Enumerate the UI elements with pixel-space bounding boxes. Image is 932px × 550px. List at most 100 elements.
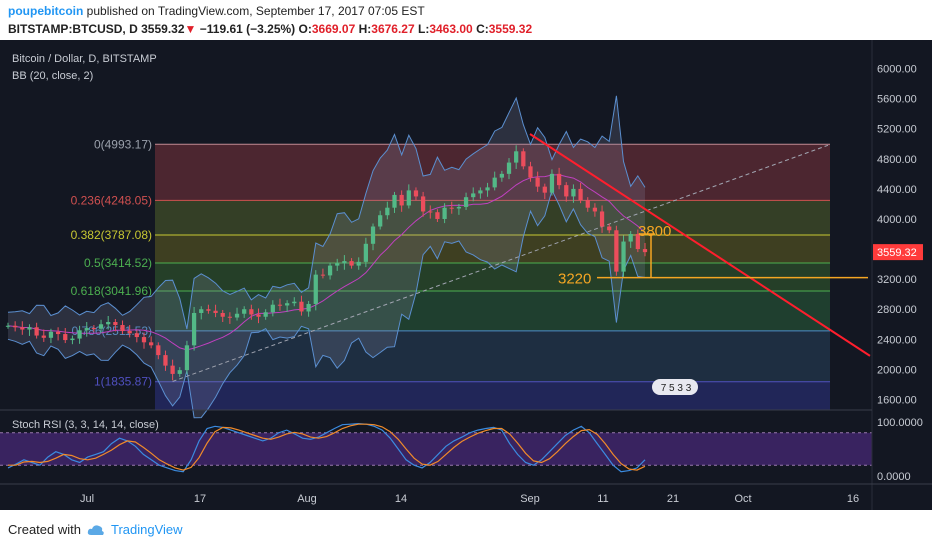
stoch-rsi-label: Stoch RSI (3, 3, 14, 14, close): [12, 419, 159, 431]
event-badge[interactable]: 7 5 3 3: [652, 379, 698, 395]
candle: [456, 206, 462, 209]
candle: [41, 335, 46, 338]
fib-zone: [155, 291, 830, 331]
time-tick-label: Aug: [297, 493, 317, 505]
chart-frame[interactable]: 0(4993.17) 0.236(4248.05) 0.382(3787.08) 0.…: [0, 40, 932, 510]
bollinger-basis: [7, 174, 646, 351]
candle: [234, 313, 240, 318]
candle: [91, 328, 97, 330]
price-pane[interactable]: 0(4993.17) 0.236(4248.05) 0.382(3787.08) 0.…: [5, 95, 871, 419]
publish-info: published on TradingView.com, September …: [86, 4, 425, 18]
price-tick-label: 2000.00: [877, 364, 917, 376]
candle: [213, 310, 218, 313]
candle: [199, 309, 204, 313]
high-label: H:: [358, 22, 372, 36]
candle: [514, 151, 519, 163]
candle: [463, 197, 469, 207]
candle: [521, 151, 526, 167]
publish-line: poupebitcoin published on TradingView.co…: [8, 4, 425, 18]
candle: [628, 234, 633, 242]
fib-level-label: 0(4993.17): [94, 137, 152, 151]
candle: [70, 338, 75, 341]
footer: Created with TradingView: [8, 522, 183, 537]
candle: [342, 261, 347, 264]
time-tick-label: 17: [194, 493, 206, 505]
bollinger-band-fill: [8, 95, 645, 418]
time-tick-label: 11: [597, 493, 608, 505]
author-link[interactable]: poupebitcoin: [8, 4, 84, 18]
candle: [370, 226, 376, 244]
candle: [549, 173, 555, 193]
candle: [378, 215, 383, 227]
candle: [478, 190, 483, 194]
candle: [542, 186, 547, 193]
bollinger-lower: [7, 188, 646, 419]
candle: [421, 196, 426, 212]
fib-level-label: 0.618(3041.96): [71, 284, 152, 298]
candle: [191, 312, 197, 346]
fib-level-label: 0.382(3787.08): [71, 228, 152, 242]
candle: [113, 322, 118, 326]
downtrend-line[interactable]: [529, 133, 871, 357]
fib-zone: [155, 381, 830, 410]
candle: [578, 188, 583, 201]
fib-zone: [155, 234, 830, 264]
symbol-line: BITSTAMP:BTCUSD, D 3559.32▼ −119.61 (−3.…: [8, 22, 532, 36]
time-tick-label: Oct: [734, 493, 751, 505]
bb-indicator-label: BB (20, close, 2): [12, 70, 93, 82]
candle: [184, 345, 190, 371]
candle: [120, 325, 125, 332]
candle: [149, 342, 154, 346]
candle: [320, 274, 326, 276]
axes: 6000.00 5600.00 5200.00 4800.00 4400.00 4000.…: [0, 40, 932, 510]
candle: [292, 301, 297, 304]
last-price-badge: [873, 244, 923, 261]
event-badge-bg: [652, 379, 698, 395]
candle: [599, 211, 605, 227]
fib-level-label: 0.236(4248.05): [71, 193, 152, 207]
candle: [428, 211, 433, 213]
candle: [435, 212, 440, 219]
candle: [442, 207, 447, 219]
time-tick-label: Sep: [520, 493, 540, 505]
candle: [528, 166, 533, 178]
price-tick-label: 5200.00: [877, 124, 917, 136]
fib-zone: [155, 330, 830, 382]
candle: [242, 309, 247, 314]
price-tick-label: 2800.00: [877, 304, 917, 316]
candle: [399, 194, 404, 206]
candle: [141, 337, 147, 343]
candle: [127, 331, 132, 334]
candle: [299, 301, 304, 312]
stoch-rsi-pane[interactable]: [0, 422, 872, 473]
candle: [48, 331, 54, 338]
candle: [34, 327, 39, 336]
candle: [471, 193, 476, 198]
price-tick-label: 4800.00: [877, 154, 917, 166]
chart-title: Bitcoin / Dollar, D, BITSTAMP: [12, 53, 157, 65]
candle: [335, 263, 340, 266]
tradingview-brand[interactable]: TradingView: [110, 522, 183, 537]
candle: [170, 365, 175, 374]
candle: [571, 188, 576, 197]
price-tick-label: 4400.00: [877, 184, 917, 196]
candle: [313, 274, 318, 304]
candle: [84, 328, 89, 331]
price-tick-label: 1600.00: [877, 394, 917, 406]
candle: [449, 207, 454, 209]
candle: [621, 241, 626, 272]
close-value: 3559.32: [488, 22, 533, 36]
time-tick-label: 16: [847, 493, 859, 505]
candle: [5, 325, 11, 327]
candle: [349, 261, 354, 266]
candle: [134, 333, 139, 338]
symbol-label: BITSTAMP:BTCUSD, D: [8, 22, 138, 36]
stoch-tick-label: 100.0000: [877, 417, 923, 429]
candle: [106, 322, 111, 325]
candle: [607, 226, 612, 231]
event-badge-text: 7 5 3 3: [661, 383, 692, 394]
candle: [492, 177, 497, 188]
candle: [227, 316, 232, 318]
candle: [499, 173, 504, 178]
fib-level-label: 1(1835.87): [94, 375, 152, 389]
